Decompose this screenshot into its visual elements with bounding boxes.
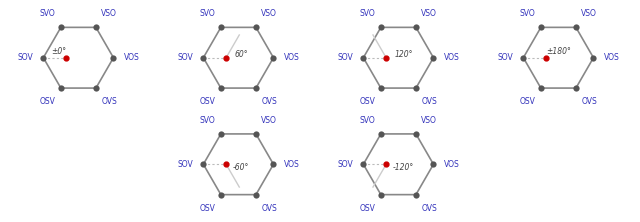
Text: OSV: OSV	[520, 97, 536, 106]
Text: -60°: -60°	[233, 163, 250, 172]
Text: OVS: OVS	[421, 204, 437, 213]
Text: -120°: -120°	[393, 163, 414, 172]
Text: VSO: VSO	[421, 9, 437, 18]
Text: 120°: 120°	[395, 50, 413, 59]
Text: VSO: VSO	[421, 116, 437, 125]
Text: OSV: OSV	[40, 97, 56, 106]
Text: OVS: OVS	[421, 97, 437, 106]
Text: VOS: VOS	[124, 53, 140, 62]
Text: OVS: OVS	[581, 97, 597, 106]
Text: SOV: SOV	[337, 160, 353, 169]
Text: VOS: VOS	[604, 53, 620, 62]
Text: ±180°: ±180°	[546, 47, 571, 56]
Text: VOS: VOS	[284, 53, 300, 62]
Text: OSV: OSV	[200, 204, 216, 213]
Text: OSV: OSV	[360, 97, 376, 106]
Text: SOV: SOV	[177, 160, 193, 169]
Text: VSO: VSO	[581, 9, 597, 18]
Text: SOV: SOV	[177, 53, 193, 62]
Text: SVO: SVO	[360, 9, 376, 18]
Text: ±0°: ±0°	[51, 47, 66, 56]
Text: VOS: VOS	[284, 160, 300, 169]
Text: SOV: SOV	[337, 53, 353, 62]
Text: SVO: SVO	[200, 9, 216, 18]
Text: OVS: OVS	[101, 97, 117, 106]
Text: VOS: VOS	[444, 53, 460, 62]
Text: OSV: OSV	[200, 97, 216, 106]
Text: SVO: SVO	[360, 116, 376, 125]
Text: SVO: SVO	[520, 9, 536, 18]
Text: VSO: VSO	[261, 9, 277, 18]
Text: VOS: VOS	[444, 160, 460, 169]
Text: OVS: OVS	[261, 204, 277, 213]
Text: SVO: SVO	[40, 9, 56, 18]
Text: SOV: SOV	[497, 53, 513, 62]
Text: OVS: OVS	[261, 97, 277, 106]
Text: SOV: SOV	[17, 53, 33, 62]
Text: VSO: VSO	[101, 9, 117, 18]
Text: SVO: SVO	[200, 116, 216, 125]
Text: 60°: 60°	[235, 50, 248, 59]
Text: VSO: VSO	[261, 116, 277, 125]
Text: OSV: OSV	[360, 204, 376, 213]
